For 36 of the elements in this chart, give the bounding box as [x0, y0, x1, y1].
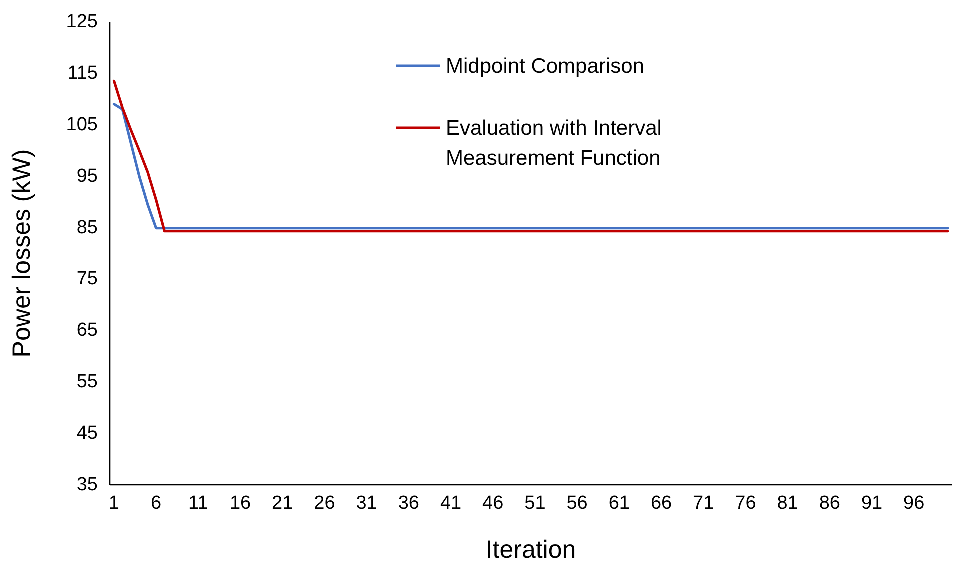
y-tick-label: 55 — [76, 372, 98, 393]
x-tick-label: 21 — [272, 493, 294, 514]
x-tick-label: 76 — [735, 493, 756, 514]
x-tick-label: 56 — [566, 493, 588, 514]
x-tick-label: 61 — [608, 493, 630, 514]
x-tick-label: 36 — [398, 493, 420, 514]
x-tick-label: 91 — [861, 493, 883, 514]
x-tick-label: 26 — [314, 493, 336, 514]
x-tick-label: 96 — [904, 493, 925, 514]
x-tick-label: 1 — [108, 493, 120, 514]
legend-label: Midpoint Comparison — [446, 54, 644, 78]
legend-label: Evaluation with Interval Measurement Function — [446, 116, 662, 170]
y-axis-title: Power losses (kW) — [8, 149, 36, 358]
y-tick-label: 105 — [66, 114, 98, 136]
x-tick-label: 86 — [819, 493, 840, 514]
x-tick-label: 31 — [356, 493, 378, 514]
y-tick-label: 45 — [76, 423, 98, 444]
line-series — [112, 80, 950, 233]
x-tick-label: 66 — [650, 493, 672, 514]
x-tick-label: 41 — [440, 493, 462, 514]
y-tick-label: 35 — [76, 474, 98, 496]
y-tick-label: 125 — [66, 12, 98, 32]
x-tick-label: 71 — [693, 493, 714, 514]
line-series — [112, 103, 950, 230]
y-tick-label: 115 — [68, 62, 98, 84]
y-tick-label: 95 — [76, 166, 98, 187]
x-axis-title: Iteration — [486, 536, 576, 564]
x-tick-label: 51 — [524, 493, 546, 514]
x-tick-label: 46 — [482, 493, 504, 514]
x-tick-label: 6 — [151, 493, 162, 514]
y-tick-label: 65 — [76, 320, 98, 342]
y-tick-label: 85 — [76, 217, 98, 238]
y-tick-label: 75 — [76, 268, 98, 290]
x-tick-label: 11 — [188, 493, 208, 514]
x-tick-label: 81 — [777, 493, 798, 514]
x-tick-label: 16 — [230, 493, 252, 514]
